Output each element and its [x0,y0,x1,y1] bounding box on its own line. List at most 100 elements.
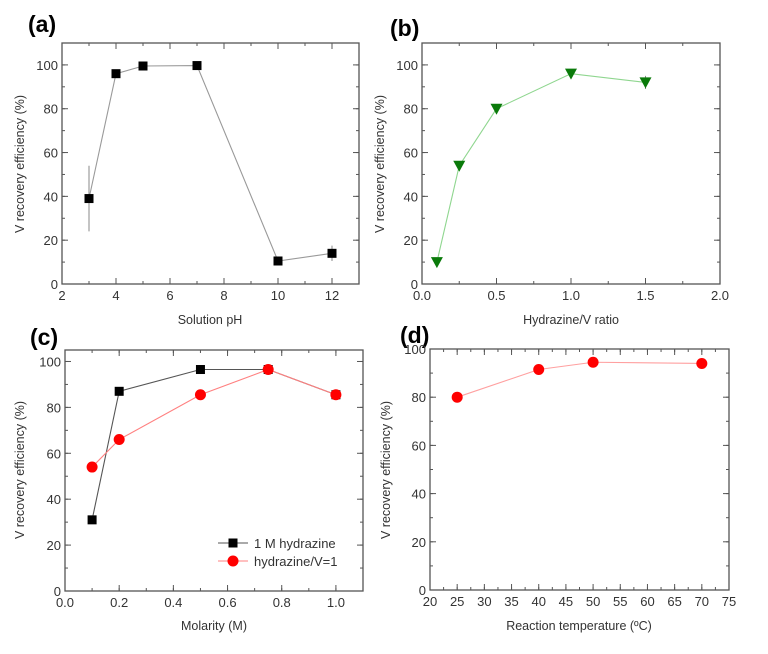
x-tick-label: 60 [640,594,654,609]
legend: 1 M hydrazine hydrazine/V=1 [218,536,337,569]
y-tick-label: 40 [47,492,61,507]
y-tick-label: 100 [396,58,418,73]
x-tick-label: 8 [220,288,227,303]
x-tick-label: 0.4 [164,595,182,610]
y-tick-label: 80 [47,400,61,415]
data-point [587,356,599,368]
data-point [565,68,577,80]
x-tick-label: 10 [271,288,285,303]
data-point [113,434,125,446]
y-axis-label: V recovery efficiency (%) [13,401,27,539]
y-tick-label: 80 [404,102,418,117]
data-point [696,357,708,369]
data-point [86,461,98,473]
y-tick-label: 0 [51,277,58,292]
data-point [453,160,466,172]
x-tick-label: 0.5 [487,288,505,303]
panel-c: (c) 0.0 0.2 0.4 0.6 0.8 1.0 0 20 40 60 80 100 Molarit… [13,324,364,633]
panel-b: (b) 0.0 0.5 1.0 1.5 2.0 0 20 40 60 80 100 Hydrazine/… [373,15,729,327]
x-axis-label: Hydrazine/V ratio [523,313,619,327]
x-tick-label: 1.5 [636,288,654,303]
x-tick-label: 2 [58,288,65,303]
data-point [451,391,463,403]
data-point [533,363,545,375]
data-point [111,69,121,79]
y-tick-label: 60 [47,446,61,461]
x-tick-label: 1.0 [562,288,580,303]
x-axis-label: Molarity (M) [181,619,247,633]
x-tick-label: 0.0 [56,595,74,610]
series-line [88,65,333,262]
x-tick-label: 0.6 [219,595,237,610]
x-tick-label: 65 [667,594,681,609]
y-tick-label: 80 [44,102,58,117]
x-tick-label: 55 [613,594,627,609]
legend-label: hydrazine/V=1 [254,554,337,569]
x-tick-label: 2.0 [711,288,729,303]
x-tick-label: 45 [559,594,573,609]
series-line [91,368,337,520]
series-ratio [430,68,652,269]
data-point [430,257,443,269]
data-point [262,364,274,376]
series-line [457,361,702,398]
x-tick-label: 70 [695,594,709,609]
data-point [84,194,94,204]
x-tick-label: 35 [504,594,518,609]
y-tick-label: 80 [412,390,426,405]
data-point [490,103,503,115]
x-axis-label: Reaction temperature (ºC) [506,619,652,633]
x-axis-label: Solution pH [178,313,243,327]
data-point [87,515,97,525]
x-tick-label: 0.8 [273,595,291,610]
y-axis-label: V recovery efficiency (%) [379,401,393,539]
legend-marker [227,555,239,567]
x-tick-label: 12 [325,288,339,303]
y-tick-label: 40 [412,487,426,502]
y-tick-label: 100 [404,342,426,357]
panel-label: (d) [400,322,429,348]
y-axis-label: V recovery efficiency (%) [373,95,387,233]
y-tick-label: 40 [404,189,418,204]
panel-a: (a) 2 4 6 8 10 12 0 20 40 60 80 100 Solution pH V reco… [13,11,360,327]
x-tick-label: 75 [722,594,736,609]
data-point [330,389,342,401]
x-tick-label: 0.0 [413,288,431,303]
x-tick-label: 40 [531,594,545,609]
panel-label: (a) [28,11,56,37]
panel-label: (b) [390,15,419,41]
data-point [138,61,148,71]
series-1-m-hydrazine [87,365,341,525]
x-tick-label: 20 [423,594,437,609]
data-point [195,365,205,375]
plot-frame [61,42,360,285]
panel-label: (c) [30,324,58,350]
plot-frame [64,349,364,592]
data-point [192,61,202,71]
series-temperature [451,356,708,403]
x-tick-label: 30 [477,594,491,609]
y-tick-label: 40 [44,189,58,204]
legend-marker [228,538,238,548]
x-tick-label: 50 [586,594,600,609]
y-tick-label: 60 [412,438,426,453]
data-point [327,248,337,258]
y-tick-label: 60 [404,146,418,161]
data-point [273,256,283,266]
x-tick-label: 25 [450,594,464,609]
y-tick-label: 100 [36,58,58,73]
y-tick-label: 100 [39,354,61,369]
plot-frame [429,348,730,591]
y-tick-label: 20 [404,233,418,248]
series-hydrazine-v-1 [86,364,342,473]
data-point [114,386,124,396]
legend-label: 1 M hydrazine [254,536,336,551]
series-line [91,368,337,468]
y-tick-label: 0 [54,584,61,599]
data-point [639,77,652,89]
x-tick-label: 0.2 [110,595,128,610]
y-tick-label: 20 [47,538,61,553]
y-tick-label: 20 [44,233,58,248]
x-tick-label: 4 [112,288,119,303]
